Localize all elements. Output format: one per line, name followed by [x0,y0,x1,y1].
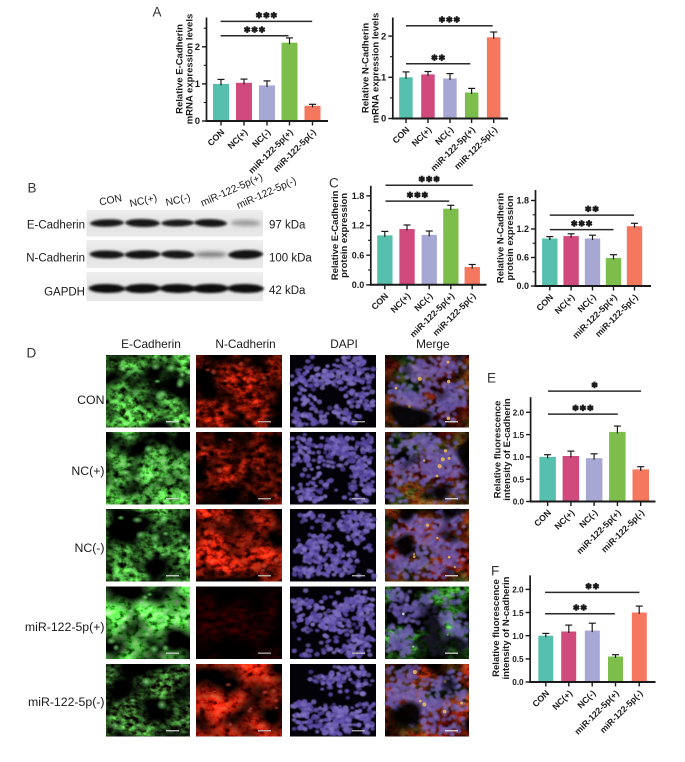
svg-text:N-Cadherin: N-Cadherin [215,337,275,351]
svg-text:NC(-): NC(-) [74,541,104,555]
svg-text:miR-122-5p(-): miR-122-5p(-) [28,695,105,709]
svg-text:E: E [487,371,496,386]
svg-text:0.5: 0.5 [512,655,524,664]
svg-text:42 kDa: 42 kDa [269,285,306,297]
svg-text:1.2: 1.2 [352,221,365,231]
svg-text:1.8: 1.8 [516,196,529,206]
svg-text:Relative N-CadherinmRNA expres: Relative N-CadherinmRNA expression level… [361,13,382,124]
svg-text:Relative E-Cadherinprotein exp: Relative E-Cadherinprotein expression [330,190,350,280]
svg-text:1.0: 1.0 [512,632,524,641]
svg-text:1.0: 1.0 [513,453,525,462]
svg-text:0.0: 0.0 [516,281,529,291]
svg-text:2: 2 [195,42,200,53]
svg-text:E-Cadherin: E-Cadherin [27,220,85,232]
svg-text:0.0: 0.0 [512,678,524,687]
svg-text:0: 0 [195,116,200,127]
svg-text:2.0: 2.0 [512,586,524,595]
svg-text:2: 2 [381,31,386,42]
svg-text:1.5: 1.5 [512,609,524,618]
svg-text:0.6: 0.6 [352,250,365,260]
svg-text:97 kDa: 97 kDa [269,220,306,232]
svg-text:1.8: 1.8 [352,191,365,201]
svg-text:100 kDa: 100 kDa [269,253,312,265]
svg-text:D: D [27,346,37,361]
svg-text:0.0: 0.0 [352,280,365,290]
svg-text:GAPDH: GAPDH [44,287,85,299]
svg-text:0.5: 0.5 [513,475,525,484]
svg-text:CON: CON [98,193,123,208]
svg-text:NC(+): NC(+) [71,464,104,478]
svg-text:A: A [153,5,162,20]
svg-text:2.0: 2.0 [513,409,525,418]
svg-text:DAPI: DAPI [330,337,358,351]
svg-text:C: C [329,176,339,191]
svg-text:CON: CON [77,393,104,407]
svg-text:miR-122-5p(+): miR-122-5p(+) [25,620,105,634]
svg-text:N-Cadherin: N-Cadherin [26,253,85,265]
svg-text:1: 1 [381,73,387,84]
svg-text:Relative E-CadherinmRNA expres: Relative E-CadherinmRNA expression level… [175,14,196,125]
svg-text:1.5: 1.5 [513,431,525,440]
svg-text:E-Cadherin: E-Cadherin [121,337,181,351]
svg-text:0.0: 0.0 [513,498,525,507]
svg-text:0.6: 0.6 [516,253,529,263]
svg-text:Relative N-Cadherinprotein exp: Relative N-Cadherinprotein expression [496,193,517,283]
svg-text:0: 0 [381,114,386,125]
svg-text:1: 1 [195,79,201,90]
svg-text:F: F [491,564,499,579]
svg-text:1.2: 1.2 [516,224,529,234]
svg-text:Merge: Merge [416,337,450,351]
svg-text:Relative fluorescenceintensity: Relative fluorescenceintensity of N-cadh… [491,576,512,679]
svg-text:B: B [28,181,37,196]
svg-text:Relative fluorescenceintensity: Relative fluorescenceintensity of E-cadh… [493,398,514,501]
